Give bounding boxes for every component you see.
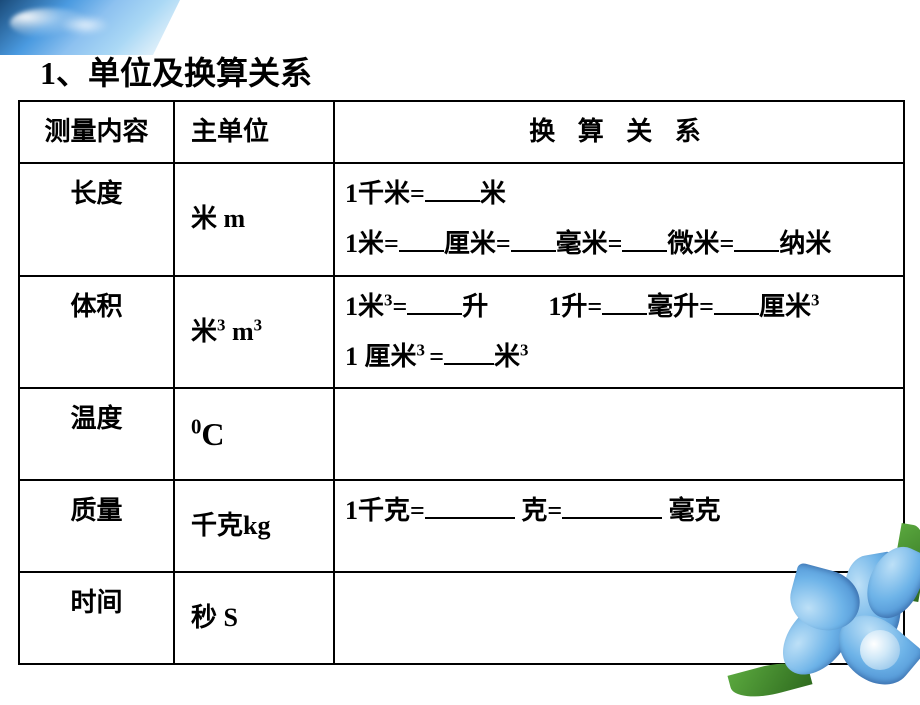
fill-blank bbox=[714, 289, 759, 315]
measure-cell: 质量 bbox=[19, 480, 174, 572]
unit-conversion-table: 测量内容 主单位 换 算 关 系 长度米 m1千米=米 1米=厘米=毫米=微米=纳… bbox=[18, 100, 905, 665]
unit-cell: 米 m bbox=[174, 163, 334, 275]
conversion-line: 1千克= 克= 毫克 bbox=[345, 489, 893, 533]
unit-cell: 秒 S bbox=[174, 572, 334, 664]
measure-cell: 长度 bbox=[19, 163, 174, 275]
conversion-cell bbox=[334, 572, 904, 664]
header-measure: 测量内容 bbox=[19, 101, 174, 163]
fill-blank bbox=[425, 493, 515, 519]
table-header-row: 测量内容 主单位 换 算 关 系 bbox=[19, 101, 904, 163]
measure-cell: 体积 bbox=[19, 276, 174, 388]
conversion-line: 1米3=升1升=毫升=厘米3 bbox=[345, 285, 893, 329]
fill-blank bbox=[511, 226, 556, 252]
fill-blank bbox=[407, 289, 462, 315]
fill-blank bbox=[602, 289, 647, 315]
header-unit: 主单位 bbox=[174, 101, 334, 163]
conversion-cell: 1千米=米 1米=厘米=毫米=微米=纳米 bbox=[334, 163, 904, 275]
conversion-line: 1米=厘米=毫米=微米=纳米 bbox=[345, 222, 893, 266]
conversion-line: 1千米=米 bbox=[345, 172, 893, 216]
table-row: 质量千克kg1千克= 克= 毫克 bbox=[19, 480, 904, 572]
table-row: 温度0C bbox=[19, 388, 904, 480]
fill-blank bbox=[444, 339, 494, 365]
fill-blank bbox=[425, 176, 480, 202]
slide-title: 1、单位及换算关系 bbox=[40, 48, 312, 94]
fill-blank bbox=[734, 226, 779, 252]
conversion-cell: 1米3=升1升=毫升=厘米3 1 厘米3 =米3 bbox=[334, 276, 904, 388]
fill-blank bbox=[622, 226, 667, 252]
table-row: 长度米 m1千米=米 1米=厘米=毫米=微米=纳米 bbox=[19, 163, 904, 275]
unit-cell: 千克kg bbox=[174, 480, 334, 572]
unit-cell: 米3 m3 bbox=[174, 276, 334, 388]
fill-blank bbox=[399, 226, 444, 252]
unit-cell: 0C bbox=[174, 388, 334, 480]
header-conversion: 换 算 关 系 bbox=[334, 101, 904, 163]
conversion-line: 1 厘米3 =米3 bbox=[345, 335, 893, 379]
conversion-cell bbox=[334, 388, 904, 480]
table-row: 体积米3 m31米3=升1升=毫升=厘米3 1 厘米3 =米3 bbox=[19, 276, 904, 388]
measure-cell: 温度 bbox=[19, 388, 174, 480]
measure-cell: 时间 bbox=[19, 572, 174, 664]
conversion-cell: 1千克= 克= 毫克 bbox=[334, 480, 904, 572]
table-row: 时间秒 S bbox=[19, 572, 904, 664]
corner-decoration bbox=[0, 0, 180, 55]
fill-blank bbox=[562, 493, 662, 519]
